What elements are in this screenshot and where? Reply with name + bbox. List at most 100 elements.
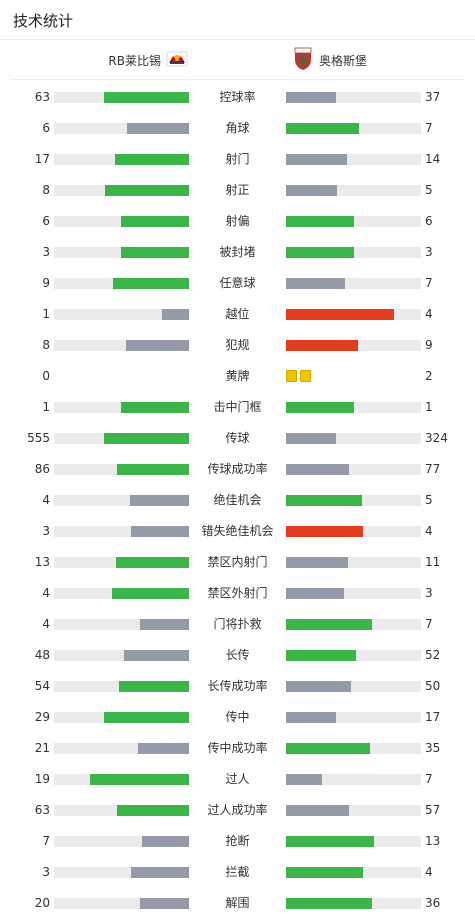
away-stat-value: 7 bbox=[425, 121, 433, 135]
stat-row: 7 抢断 13 bbox=[0, 826, 475, 857]
away-stat-bar-fill bbox=[286, 216, 354, 227]
home-stat-bar-fill bbox=[142, 836, 189, 847]
fc-augsburg-crest-icon bbox=[293, 47, 313, 74]
home-stat-value: 13 bbox=[34, 555, 50, 569]
away-yellow-cards bbox=[286, 370, 311, 382]
stat-row: 1 越位 4 bbox=[0, 299, 475, 330]
away-stat-bar-track bbox=[286, 681, 421, 692]
away-stat-bar-fill bbox=[286, 464, 349, 475]
away-stat-value: 7 bbox=[425, 617, 433, 631]
away-stat-bar-fill bbox=[286, 154, 347, 165]
home-stat-bar-track bbox=[54, 123, 189, 134]
home-stat-value: 4 bbox=[42, 586, 50, 600]
away-stat-value: 37 bbox=[425, 90, 441, 104]
stat-row: 555 传球 324 bbox=[0, 423, 475, 454]
away-stat-bar-fill bbox=[286, 867, 363, 878]
away-stat-value: 52 bbox=[425, 648, 441, 662]
away-stat-value: 77 bbox=[425, 462, 441, 476]
away-stat-bar-fill bbox=[286, 185, 337, 196]
stat-label: 击中门框 bbox=[213, 400, 262, 414]
stat-row: 54 长传成功率 50 bbox=[0, 671, 475, 702]
away-stat-bar-fill bbox=[286, 743, 370, 754]
away-stat-value: 4 bbox=[425, 524, 433, 538]
away-stat-bar-track bbox=[286, 216, 421, 227]
away-stat-bar-track bbox=[286, 619, 421, 630]
home-stat-value: 86 bbox=[34, 462, 50, 476]
home-stat-value: 54 bbox=[34, 679, 50, 693]
home-stat-bar-fill bbox=[113, 278, 189, 289]
home-stat-bar-track bbox=[54, 805, 189, 816]
stat-label: 解围 bbox=[225, 896, 250, 910]
home-stat-value: 3 bbox=[42, 524, 50, 538]
stat-row: 29 传中 17 bbox=[0, 702, 475, 733]
away-team-name: 奥格斯堡 bbox=[319, 53, 368, 68]
teams-bar: RB莱比锡 奥格斯堡 bbox=[0, 40, 475, 80]
home-stat-bar-fill bbox=[119, 681, 189, 692]
stat-label: 射偏 bbox=[225, 214, 250, 228]
away-stat-bar-fill bbox=[286, 340, 358, 351]
away-stat-bar-fill bbox=[286, 898, 372, 909]
away-stat-value: 9 bbox=[425, 338, 433, 352]
home-stat-bar-fill bbox=[104, 92, 189, 103]
stat-row: 8 犯规 9 bbox=[0, 330, 475, 361]
away-stat-bar-track bbox=[286, 185, 421, 196]
home-stat-value: 63 bbox=[34, 803, 50, 817]
stat-row: 6 射偏 6 bbox=[0, 206, 475, 237]
stat-label: 过人 bbox=[225, 772, 250, 786]
home-stat-value: 8 bbox=[42, 338, 50, 352]
away-stat-bar-track bbox=[286, 340, 421, 351]
away-stat-bar-fill bbox=[286, 805, 349, 816]
home-stat-bar-track bbox=[54, 247, 189, 258]
away-stat-bar-fill bbox=[286, 92, 336, 103]
stat-label: 射正 bbox=[225, 183, 250, 197]
away-stat-bar-fill bbox=[286, 588, 344, 599]
home-stat-bar-track bbox=[54, 557, 189, 568]
home-stat-value: 0 bbox=[42, 369, 50, 383]
stat-row: 0 黄牌 2 bbox=[0, 361, 475, 392]
stat-label: 被封堵 bbox=[219, 245, 256, 259]
home-stat-bar-track bbox=[54, 309, 189, 320]
away-team[interactable]: 奥格斯堡 bbox=[293, 40, 367, 80]
home-stat-value: 3 bbox=[42, 865, 50, 879]
away-stat-value: 6 bbox=[425, 214, 433, 228]
home-stat-bar-fill bbox=[90, 774, 189, 785]
away-stat-value: 50 bbox=[425, 679, 441, 693]
home-stat-value: 7 bbox=[42, 834, 50, 848]
away-stat-value: 14 bbox=[425, 152, 441, 166]
home-stat-bar-track bbox=[54, 278, 189, 289]
home-stat-value: 3 bbox=[42, 245, 50, 259]
home-stat-value: 21 bbox=[34, 741, 50, 755]
away-stat-value: 1 bbox=[425, 400, 433, 414]
away-stat-bar-track bbox=[286, 278, 421, 289]
stat-row: 1 击中门框 1 bbox=[0, 392, 475, 423]
home-stat-bar-track bbox=[54, 216, 189, 227]
away-stat-bar-fill bbox=[286, 712, 336, 723]
away-stat-bar-track bbox=[286, 464, 421, 475]
home-stat-bar-track bbox=[54, 92, 189, 103]
home-stat-bar-track bbox=[54, 743, 189, 754]
away-stat-value: 35 bbox=[425, 741, 441, 755]
away-stat-bar-track bbox=[286, 557, 421, 568]
stat-label: 传球 bbox=[225, 431, 250, 445]
stat-row: 8 射正 5 bbox=[0, 175, 475, 206]
home-stat-bar-fill bbox=[104, 712, 189, 723]
away-stat-bar-track bbox=[286, 743, 421, 754]
home-stat-value: 4 bbox=[42, 617, 50, 631]
stat-row: 6 角球 7 bbox=[0, 113, 475, 144]
stat-row: 4 禁区外射门 3 bbox=[0, 578, 475, 609]
stat-row: 9 任意球 7 bbox=[0, 268, 475, 299]
home-team[interactable]: RB莱比锡 bbox=[108, 40, 188, 80]
home-stat-bar-fill bbox=[104, 433, 189, 444]
home-stat-value: 63 bbox=[34, 90, 50, 104]
home-stat-bar-track bbox=[54, 619, 189, 630]
away-stat-bar-track bbox=[286, 123, 421, 134]
stat-label: 长传成功率 bbox=[207, 679, 268, 693]
stat-label: 错失绝佳机会 bbox=[201, 524, 274, 538]
stat-label: 禁区外射门 bbox=[207, 586, 268, 600]
home-stat-bar-track bbox=[54, 495, 189, 506]
home-stat-bar-track bbox=[54, 774, 189, 785]
home-stat-bar-track bbox=[54, 433, 189, 444]
away-stat-bar-track bbox=[286, 309, 421, 320]
home-team-name: RB莱比锡 bbox=[108, 53, 161, 68]
home-stat-bar-track bbox=[54, 402, 189, 413]
